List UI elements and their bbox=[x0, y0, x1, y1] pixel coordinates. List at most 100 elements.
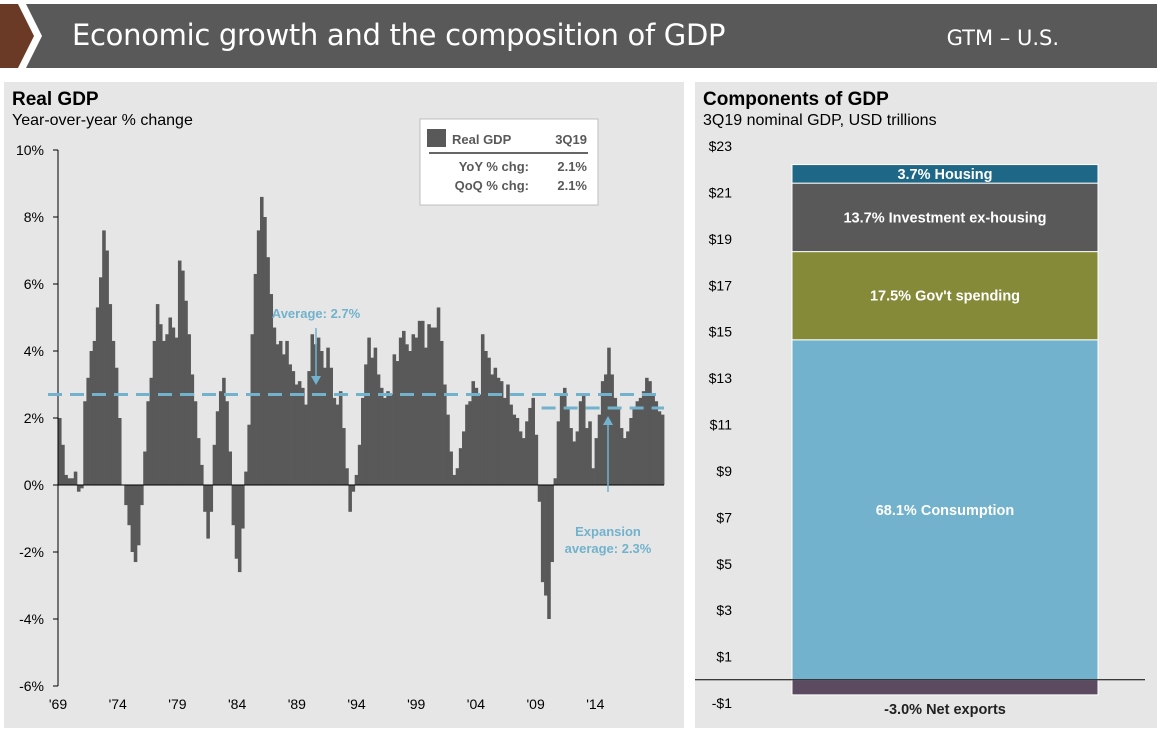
gdp-bar bbox=[632, 407, 636, 485]
gdp-bar bbox=[525, 421, 529, 485]
gdp-bar bbox=[386, 391, 390, 485]
gdp-bar bbox=[111, 340, 116, 485]
gdp-bar bbox=[58, 418, 62, 485]
gdp-bar bbox=[193, 401, 198, 485]
real-gdp-bars bbox=[58, 196, 665, 619]
average-lines bbox=[48, 393, 664, 410]
gdp-bar bbox=[209, 485, 214, 512]
expansion-annotation: Expansion average: 2.3% bbox=[565, 416, 652, 556]
gdp-bar bbox=[622, 438, 627, 485]
gdp-bar bbox=[146, 401, 150, 485]
gdp-bar bbox=[319, 351, 324, 485]
gdp-bar bbox=[326, 347, 330, 485]
gdp-bar bbox=[117, 418, 122, 485]
gdp-bar bbox=[345, 468, 349, 485]
gdp-bar bbox=[578, 401, 583, 485]
y-tick-label: $3 bbox=[716, 602, 732, 618]
gdp-bar bbox=[253, 273, 258, 485]
gdp-bar bbox=[588, 421, 592, 485]
gdp-bar bbox=[515, 418, 520, 485]
gdp-bar bbox=[610, 374, 614, 485]
y-axis-ticks: -$1 $1 $3 $5 $7 $9 $11 $13 $15 $17 $19 $21 $23 bbox=[709, 138, 733, 711]
gdp-bar bbox=[531, 397, 535, 485]
gdp-bar bbox=[206, 485, 210, 539]
gdp-bar bbox=[417, 320, 422, 485]
expansion-arrowhead bbox=[603, 416, 613, 425]
x-tick-label: '14 bbox=[586, 696, 604, 712]
gdp-bar bbox=[278, 340, 283, 485]
segment-label: 17.5% Gov't spending bbox=[870, 289, 1020, 305]
gdp-bar bbox=[499, 381, 504, 485]
gdp-bar bbox=[301, 387, 305, 485]
gdp-bar bbox=[660, 414, 665, 485]
real-gdp-title: Real GDP bbox=[12, 89, 99, 110]
gdp-bar bbox=[313, 344, 318, 485]
gdp-bar bbox=[184, 300, 188, 485]
expansion-label-line2: average: 2.3% bbox=[565, 541, 652, 556]
gdp-bar bbox=[171, 327, 176, 485]
y-tick-label: $11 bbox=[710, 417, 733, 433]
gdp-bar bbox=[288, 364, 292, 485]
gdp-bar bbox=[581, 394, 586, 485]
segment-bar bbox=[791, 164, 1099, 184]
gdp-bar bbox=[291, 371, 296, 485]
gdp-bar bbox=[152, 340, 157, 485]
gdp-bar bbox=[427, 324, 431, 485]
x-tick-label: '74 bbox=[109, 696, 127, 712]
gdp-bar bbox=[99, 277, 103, 485]
expansion-label-line1: Expansion bbox=[575, 524, 641, 539]
segment-label: 68.1% Consumption bbox=[876, 503, 1015, 519]
gdp-bar bbox=[95, 307, 100, 485]
y-tick-label: -4% bbox=[19, 611, 44, 627]
gdp-bar bbox=[629, 418, 633, 485]
gdp-bar bbox=[534, 434, 539, 485]
gdp-bar bbox=[503, 397, 507, 485]
y-tick-label: $7 bbox=[716, 509, 732, 525]
gdp-bar bbox=[528, 407, 532, 485]
legend-qoq-label: QoQ % chg: bbox=[455, 178, 529, 193]
gdp-bar bbox=[256, 230, 261, 485]
gdp-bar bbox=[471, 381, 476, 485]
gdp-bar bbox=[80, 485, 84, 489]
gdp-bar bbox=[354, 474, 359, 485]
gdp-bar bbox=[70, 478, 75, 485]
gdp-bar bbox=[67, 478, 72, 485]
y-tick-label: 6% bbox=[24, 276, 44, 292]
gdp-bar bbox=[83, 401, 87, 485]
gdp-bar bbox=[411, 334, 416, 485]
gdp-bar bbox=[553, 478, 558, 485]
gdp-bar bbox=[465, 404, 469, 485]
gdp-bar bbox=[241, 485, 245, 529]
segment-bar bbox=[791, 251, 1099, 341]
gdp-bar bbox=[376, 374, 381, 485]
gdp-bar bbox=[490, 374, 494, 485]
gdp-bar bbox=[540, 485, 545, 583]
gdp-bar bbox=[455, 468, 460, 485]
gdp-bar bbox=[282, 354, 286, 485]
gdp-bar bbox=[613, 397, 618, 485]
gdp-bar bbox=[436, 307, 441, 485]
gdp-bar bbox=[105, 250, 109, 485]
gdp-bar bbox=[250, 334, 255, 485]
gdp-bar bbox=[297, 381, 302, 485]
gdp-bar bbox=[260, 196, 264, 485]
gdp-bar bbox=[133, 485, 138, 563]
gdp-bar bbox=[379, 387, 384, 485]
gdp-bar bbox=[408, 351, 412, 485]
gdp-bar bbox=[645, 377, 649, 485]
gdp-bar bbox=[102, 230, 106, 485]
gdp-bar bbox=[544, 485, 548, 596]
gdp-bar bbox=[597, 414, 602, 485]
legend-swatch bbox=[427, 129, 446, 147]
gdp-bar bbox=[395, 361, 400, 485]
y-tick-label: $17 bbox=[709, 277, 733, 293]
gdp-bar bbox=[225, 401, 229, 485]
gdp-bar bbox=[439, 340, 444, 485]
gdp-bar bbox=[263, 217, 267, 485]
components-subtitle: 3Q19 nominal GDP, USD trillions bbox=[703, 112, 937, 129]
y-tick-label: -2% bbox=[19, 544, 44, 560]
gdp-bar bbox=[367, 337, 371, 485]
x-tick-label: '89 bbox=[288, 696, 306, 712]
x-tick-label: '04 bbox=[467, 696, 485, 712]
y-tick-label: 10% bbox=[16, 142, 44, 158]
